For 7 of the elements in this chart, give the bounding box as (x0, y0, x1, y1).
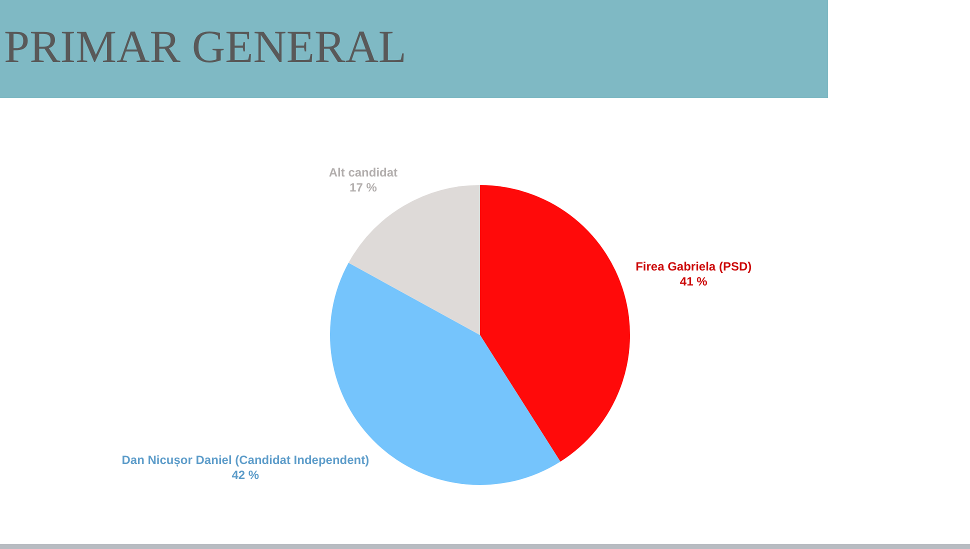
data-label: 17 % (350, 180, 378, 194)
data-label: 42 % (232, 468, 260, 482)
data-label: 41 % (680, 274, 708, 289)
chart-title: PRIMAR GENERAL (4, 21, 407, 73)
slice-label: Alt candidat (328, 165, 398, 180)
slice-label: Dan Nicușor Daniel (Candidat Independent) (122, 452, 370, 467)
slice-label: Firea Gabriela (PSD) (636, 260, 752, 274)
